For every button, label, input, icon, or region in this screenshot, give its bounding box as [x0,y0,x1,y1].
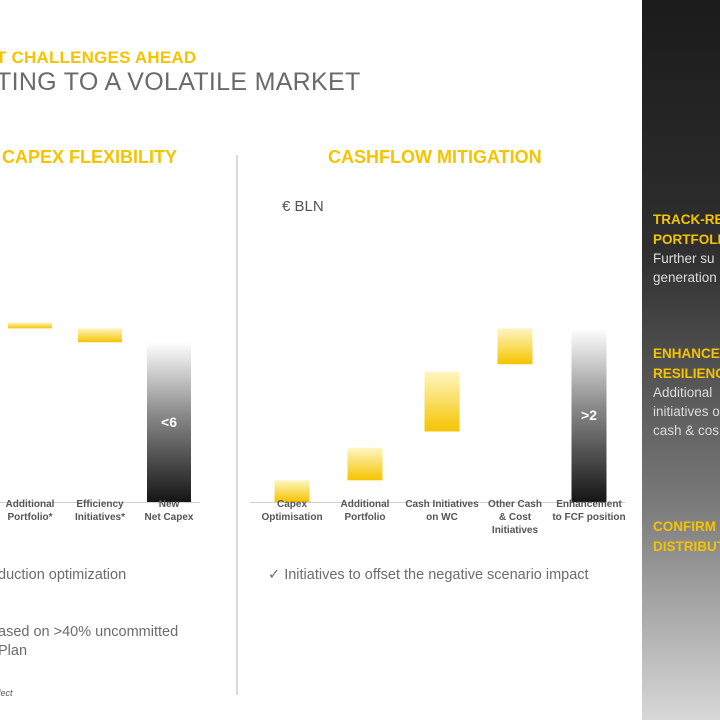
category-label-line: Initiatives* [74,512,126,523]
side-panel-item-2-text: Additional initiatives o cash & cos [653,385,720,438]
section-divider [236,155,238,695]
cashflow-note: ✓ Initiatives to offset the negative sce… [268,566,589,585]
bar-other-cash-cost-initiatives [497,328,533,365]
side-panel-item-3-title: CONFIRM DISTRIBUT [653,519,720,554]
category-label: Additional Portfolio* [0,498,75,524]
cashflow-unit-label: € BLN [282,198,324,215]
bar-additional-portfolio [8,322,52,329]
capex-note-2-line-2: Plan [0,643,28,659]
category-label-line: Cash Initiatives [405,499,479,510]
category-label-line: to FCF position [552,512,626,523]
section-kicker: T CHALLENGES AHEAD [0,48,197,67]
bar-enhancement-to-fcf-position [571,328,607,502]
category-label: Other Cash & Cost Initiatives [470,498,560,537]
side-panel-item-1-text: Further su generation [653,251,717,285]
bar-data-label: <6 [161,414,177,430]
bar-cash-initiatives-on-wc [424,371,460,432]
category-label-line: Portfolio* [7,512,53,523]
footnote: fect [0,688,13,698]
bar-new-net-capex [147,342,191,502]
capex-note-1: duction optimization [0,567,127,583]
category-label-line: Efficiency [76,499,124,510]
category-label-line: Capex [276,499,307,510]
category-label-line: New [158,499,180,510]
category-label: Additional Portfolio [320,498,410,524]
category-label-line: Optimisation [261,512,323,523]
bar-capex-optimisation [274,480,310,502]
capex-note-2-line-1: ased on >40% uncommitted [0,624,179,640]
category-label: Enhancement to FCF position [544,498,634,524]
category-label-line: Initiatives [491,525,539,536]
category-label: Cash Initiatives on WC [397,498,487,524]
category-label-line: on WC [426,512,458,523]
bar-efficiency-initiatives [78,328,122,343]
category-label-line: Additional [5,499,55,510]
category-label-line: Additional [340,499,390,510]
bar-data-label: >2 [581,407,597,423]
cashflow-section-title: CASHFLOW MITIGATION [328,147,542,167]
category-label: Efficiency Initiatives* [55,498,145,524]
category-label: New Net Capex [124,498,214,524]
side-panel: TRACK-RE PORTFOLI Further su generation … [642,0,720,720]
category-label-line: & Cost [498,512,532,523]
side-panel-item-1-title: TRACK-RE PORTFOLI [653,212,720,247]
cashflow-chart: >2 [250,328,625,503]
page-title: TING TO A VOLATILE MARKET [0,68,361,96]
category-label-line: Other Cash [488,499,542,510]
bar-additional-portfolio [347,447,383,481]
category-label: Capex Optimisation [247,498,337,524]
capex-section-title: CAPEX FLEXIBILITY [2,147,178,167]
check-icon: ✓ [268,567,281,583]
cashflow-note-text: Initiatives to offset the negative scena… [284,567,589,583]
side-panel-item-2-title: ENHANCE RESILIENC [653,346,720,381]
capex-chart: <6 [0,322,200,503]
category-label-line: Portfolio [344,512,386,523]
category-label-line: Net Capex [144,512,194,523]
category-label-line: Enhancement [556,499,622,510]
